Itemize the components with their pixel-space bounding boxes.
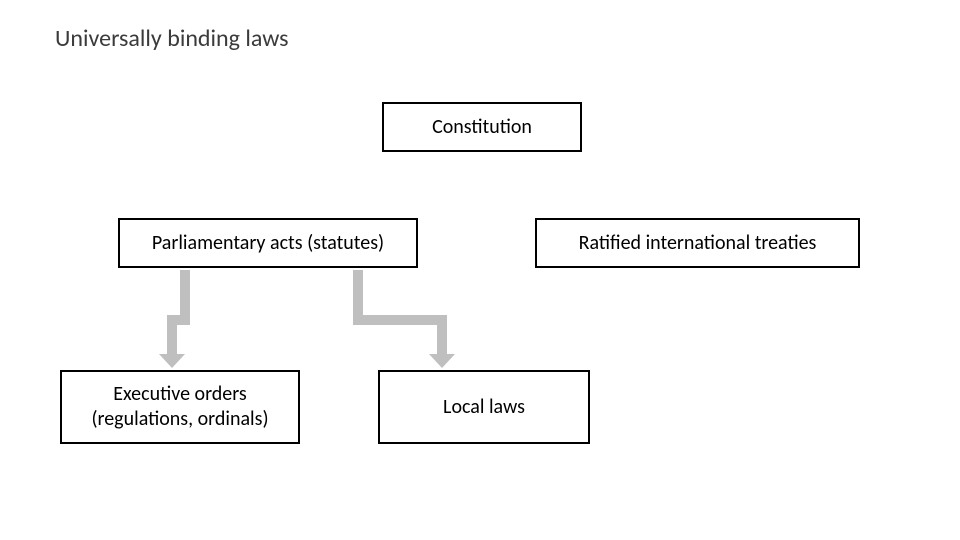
edge-statutes-to-exec (146, 270, 211, 382)
node-label: Executive orders(regulations, ordinals) (62, 382, 298, 432)
node-treaties: Ratified international treaties (535, 218, 860, 268)
node-label: Ratified international treaties (537, 231, 858, 256)
node-constitution: Constitution (382, 102, 582, 152)
diagram-stage: Universally binding laws Constitution Pa… (0, 0, 960, 540)
node-label: Parliamentary acts (statutes) (120, 231, 416, 256)
diagram-title: Universally binding laws (55, 24, 289, 53)
node-label: Constitution (384, 115, 580, 140)
node-label: Local laws (380, 395, 588, 420)
edge-statutes-to-local (332, 270, 468, 382)
node-statutes: Parliamentary acts (statutes) (118, 218, 418, 268)
